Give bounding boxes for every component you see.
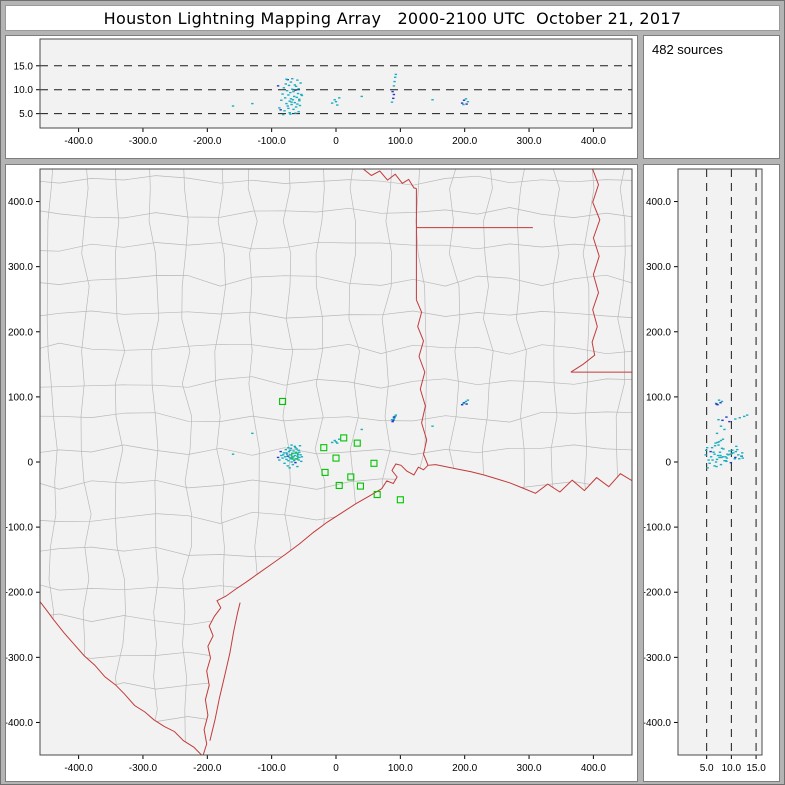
state-borders bbox=[40, 169, 632, 755]
lma-station-marker bbox=[347, 473, 355, 481]
lma-station-marker bbox=[353, 439, 361, 447]
plan-view-map[interactable]: -400.0 -300.0 -200.0 -100.0 0 100.0 200.0 300.0… bbox=[6, 165, 637, 781]
title-bar: Houston Lightning Mapping Array 2000-210… bbox=[5, 5, 780, 31]
lma-station-marker bbox=[320, 444, 328, 452]
tick-label: -400.0 bbox=[64, 136, 93, 147]
tick-label: 400.0 bbox=[581, 763, 606, 774]
sabine-river bbox=[415, 299, 429, 466]
ns-altitude-panel: 5.0 10.0 15.0 400.0 300.0 200.0 100.0 0 -100.0 -2… bbox=[643, 164, 780, 782]
tick-label: 15.0 bbox=[746, 763, 766, 774]
plot-frame bbox=[677, 168, 763, 756]
tick-label: 10.0 bbox=[722, 763, 742, 774]
tick-label: 0 bbox=[333, 136, 339, 147]
tick-label: 100.0 bbox=[388, 136, 413, 147]
ew-alt-sources bbox=[231, 73, 470, 116]
tick-label: 200.0 bbox=[452, 136, 477, 147]
tick-label: 100.0 bbox=[8, 392, 33, 403]
plan-view-sources bbox=[231, 399, 470, 469]
barrier-island bbox=[209, 602, 241, 741]
tick-label: 200.0 bbox=[452, 763, 477, 774]
lma-station-marker bbox=[370, 459, 378, 467]
tick-label: 100.0 bbox=[388, 763, 413, 774]
lma-station-marker bbox=[321, 468, 329, 476]
tick-label: 200.0 bbox=[8, 327, 33, 338]
tick-label: -100.0 bbox=[644, 523, 671, 534]
red-river bbox=[362, 169, 417, 189]
map-plot-area[interactable] bbox=[40, 169, 632, 755]
tick-label: -200.0 bbox=[644, 588, 671, 599]
ew-altitude-panel: 5.0 10.0 15.0 -400.0 -300.0 -200.0 -100.0 0 100.… bbox=[5, 35, 638, 159]
tick-label: -300.0 bbox=[129, 763, 158, 774]
tick-label: 400.0 bbox=[581, 136, 606, 147]
tick-label: 300.0 bbox=[517, 136, 542, 147]
lma-station-marker bbox=[335, 481, 343, 489]
tick-label: 5.0 bbox=[19, 109, 33, 120]
plot-frame bbox=[39, 38, 633, 129]
ew-altitude-plot[interactable]: 5.0 10.0 15.0 -400.0 -300.0 -200.0 -100.0 0 100.… bbox=[6, 36, 637, 158]
plan-view-panel: -400.0 -300.0 -200.0 -100.0 0 100.0 200.0 300.0… bbox=[5, 164, 638, 782]
lma-station-marker bbox=[396, 496, 404, 504]
plot-frame bbox=[39, 168, 633, 756]
tick-label: -200.0 bbox=[6, 588, 33, 599]
tick-label: -300.0 bbox=[6, 653, 33, 664]
tick-label: 300.0 bbox=[8, 262, 33, 273]
page-title: Houston Lightning Mapping Array 2000-210… bbox=[103, 8, 682, 28]
tick-label: 100.0 bbox=[646, 392, 671, 403]
tick-label: -100.0 bbox=[6, 523, 33, 534]
lma-station-marker bbox=[373, 491, 381, 499]
tick-label: 0 bbox=[333, 763, 339, 774]
tick-label: -200.0 bbox=[193, 136, 222, 147]
tick-label: 300.0 bbox=[646, 262, 671, 273]
ns-alt-sources bbox=[704, 399, 749, 469]
lma-station-marker bbox=[279, 397, 287, 405]
tick-label: -300.0 bbox=[129, 136, 158, 147]
source-count-label: 482 sources bbox=[652, 42, 723, 57]
tick-label: 5.0 bbox=[700, 763, 714, 774]
ns-altitude-plot[interactable]: 5.0 10.0 15.0 400.0 300.0 200.0 100.0 0 -100.0 -2… bbox=[644, 165, 779, 781]
lma-stations bbox=[279, 397, 404, 504]
tick-label: -100.0 bbox=[257, 763, 286, 774]
tick-label: -200.0 bbox=[193, 763, 222, 774]
source-count-panel: 482 sources bbox=[643, 35, 780, 159]
tick-label: 400.0 bbox=[646, 197, 671, 208]
lma-station-marker bbox=[340, 434, 348, 442]
lma-station-marker bbox=[356, 482, 365, 490]
tick-label: 300.0 bbox=[517, 763, 542, 774]
tick-label: -400.0 bbox=[644, 718, 671, 729]
tick-label: 10.0 bbox=[14, 85, 34, 96]
tick-label: -300.0 bbox=[644, 653, 671, 664]
tick-label: 15.0 bbox=[14, 61, 34, 72]
tick-label: 200.0 bbox=[646, 327, 671, 338]
tick-label: 400.0 bbox=[8, 197, 33, 208]
tick-label: -400.0 bbox=[6, 718, 33, 729]
ew-alt-plot-area[interactable] bbox=[40, 39, 632, 128]
tick-label: 0 bbox=[27, 458, 33, 469]
tick-label: 0 bbox=[665, 458, 671, 469]
mississippi-river bbox=[570, 169, 601, 373]
tick-label: -400.0 bbox=[64, 763, 93, 774]
ns-alt-plot-area[interactable] bbox=[678, 169, 762, 755]
gulf-coastline bbox=[202, 463, 632, 755]
lma-station-marker bbox=[332, 454, 340, 462]
tick-label: -100.0 bbox=[257, 136, 286, 147]
rio-grande-border bbox=[40, 600, 203, 755]
